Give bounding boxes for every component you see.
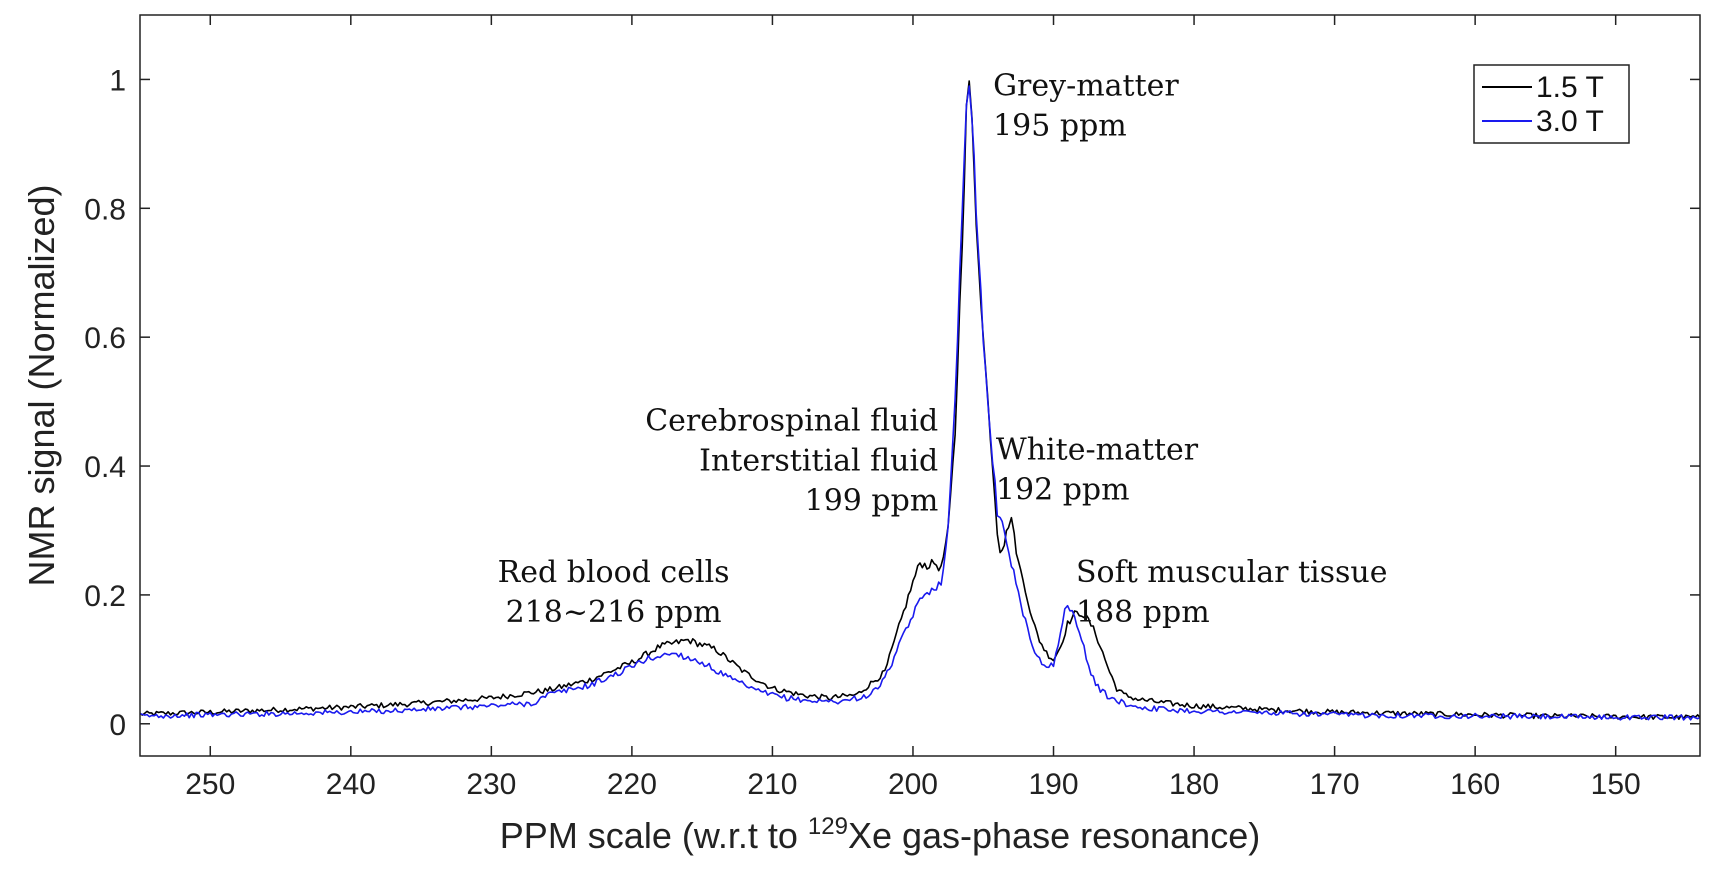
- annotation-text: Interstitial fluid: [699, 444, 938, 479]
- annotation-text: 192 ppm: [996, 473, 1130, 508]
- annotation-text: 188 ppm: [1076, 595, 1210, 630]
- x-tick-label: 210: [747, 768, 797, 801]
- y-axis-ticks: 0 0.2 0.4 0.6 0.8 1: [84, 64, 1700, 742]
- x-tick-label: 220: [607, 768, 657, 801]
- x-axis-label-suffix: Xe gas-phase resonance): [848, 815, 1260, 856]
- y-axis-label: NMR signal (Normalized): [21, 184, 62, 586]
- x-tick-label: 190: [1028, 768, 1078, 801]
- y-tick-label: 0: [109, 709, 126, 742]
- x-tick-label: 160: [1450, 768, 1500, 801]
- x-axis-label-superscript: 129: [808, 813, 848, 840]
- x-axis-ticks: 250 240 230 220 210 200 190 180 170 160 150: [185, 15, 1641, 801]
- y-tick-label: 0.2: [84, 580, 126, 613]
- x-tick-label: 170: [1310, 768, 1360, 801]
- x-tick-label: 250: [185, 768, 235, 801]
- annotation-1: Cerebrospinal fluid Interstitial fluid 199…: [645, 404, 938, 519]
- legend-box: [1473, 64, 1630, 144]
- y-tick-label: 0.8: [84, 193, 126, 226]
- annotation-text: 199 ppm: [805, 484, 939, 519]
- annotation-2: White-matter 192 ppm: [996, 433, 1199, 508]
- x-axis-label: PPM scale (w.r.t to 129Xe gas-phase reso…: [500, 813, 1260, 856]
- annotation-3: Red blood cells 218~216 ppm: [498, 555, 730, 630]
- annotation-text: Cerebrospinal fluid: [645, 404, 938, 439]
- legend-label: 3.0 T: [1536, 105, 1604, 138]
- annotation-text: White-matter: [996, 433, 1199, 468]
- x-tick-label: 240: [326, 768, 376, 801]
- annotations-layer: Grey-matter 195 ppm Cerebrospinal fluid Int…: [498, 69, 1388, 630]
- series-line-3-0-t: [139, 85, 1701, 721]
- legend-label: 1.5 T: [1536, 71, 1604, 104]
- y-tick-label: 0.6: [84, 322, 126, 355]
- x-tick-label: 150: [1591, 768, 1641, 801]
- series-layer: [139, 80, 1701, 721]
- annotation-text: Grey-matter: [993, 69, 1179, 104]
- y-tick-label: 0.4: [84, 451, 126, 484]
- annotation-text: Red blood cells: [498, 555, 730, 590]
- legend: 1.5 T3.0 T: [1473, 64, 1630, 144]
- series-line-1-5-t: [139, 80, 1701, 721]
- annotation-0: Grey-matter 195 ppm: [993, 69, 1179, 144]
- annotation-4: Soft muscular tissue 188 ppm: [1076, 555, 1387, 630]
- annotation-text: 195 ppm: [993, 109, 1127, 144]
- x-tick-label: 230: [466, 768, 516, 801]
- x-tick-label: 180: [1169, 768, 1219, 801]
- annotation-text: 218~216 ppm: [506, 595, 722, 630]
- y-tick-label: 1: [109, 64, 126, 97]
- annotation-text: Soft muscular tissue: [1076, 555, 1387, 590]
- x-tick-label: 200: [888, 768, 938, 801]
- plot-frame: [139, 14, 1701, 757]
- x-axis-label-prefix: PPM scale (w.r.t to: [500, 815, 808, 856]
